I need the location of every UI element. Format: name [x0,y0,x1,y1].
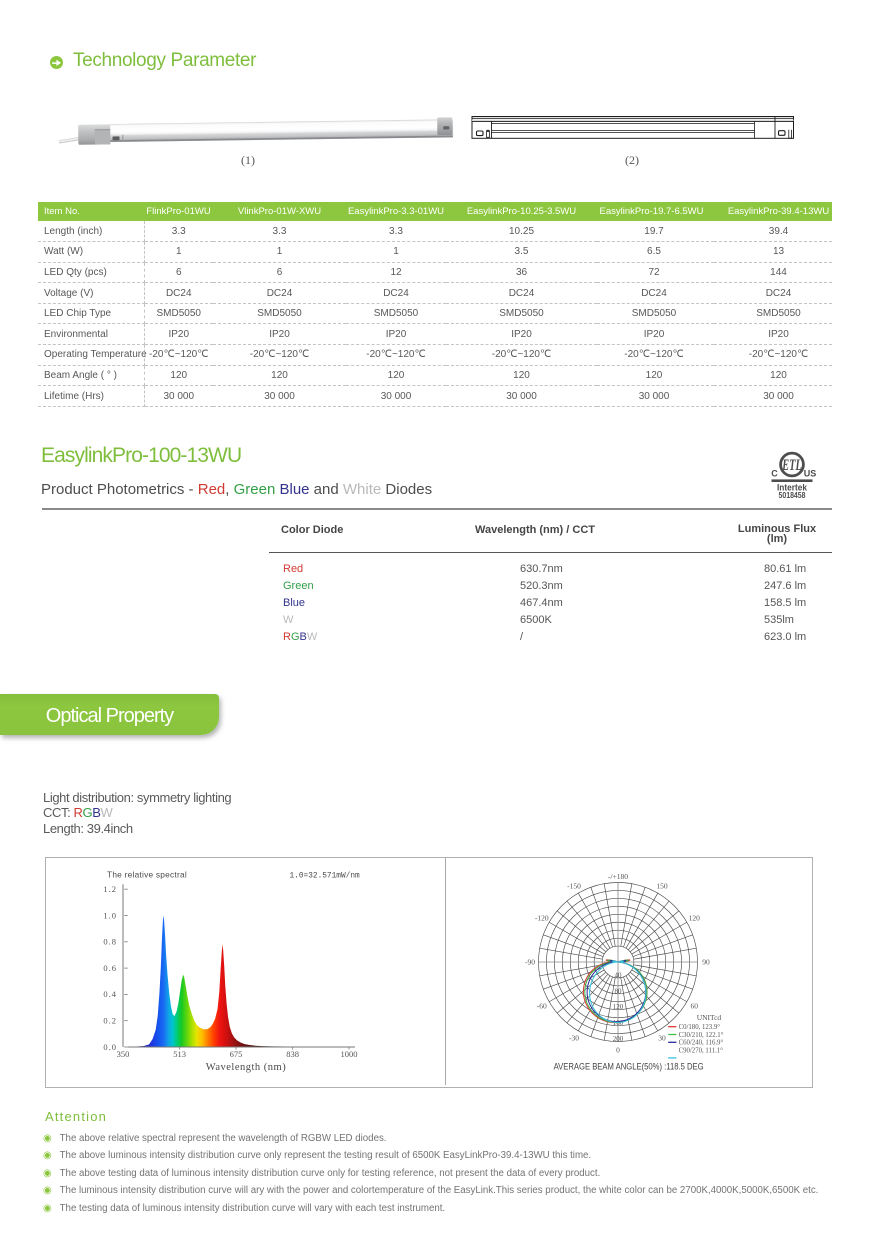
svg-text:AVERAGE BEAM ANGLE(50%) :118.5: AVERAGE BEAM ANGLE(50%) :118.5 DEG [554,1062,704,1072]
svg-text:5018458: 5018458 [779,491,806,499]
svg-text:675: 675 [230,1049,243,1059]
svg-text:Intertek: Intertek [777,483,808,494]
svg-text:US: US [804,469,817,479]
svg-text:C60/240, 116.9°: C60/240, 116.9° [679,1040,724,1047]
svg-text:150: 150 [656,881,668,890]
svg-text:40: 40 [615,971,623,979]
svg-text:-/+180: -/+180 [608,872,628,881]
svg-text:-120: -120 [535,914,549,923]
svg-text:1.0: 1.0 [103,910,117,920]
svg-text:0.2: 0.2 [103,1016,117,1026]
svg-text:120: 120 [689,914,701,923]
svg-text:UNITcd: UNITcd [697,1013,722,1022]
svg-text:C30/210, 122.1°: C30/210, 122.1° [679,1032,724,1039]
svg-text:1.0=32.571mW/nm: 1.0=32.571mW/nm [290,873,361,881]
svg-text:350: 350 [117,1049,130,1059]
svg-text:The relative spectral: The relative spectral [107,870,187,880]
svg-text:90: 90 [702,958,710,967]
svg-text:200: 200 [613,1035,624,1043]
svg-text:1000: 1000 [341,1049,358,1059]
svg-text:0.0: 0.0 [103,1042,117,1052]
svg-text:C: C [771,469,778,479]
svg-text:-30: -30 [569,1034,579,1043]
svg-text:1.2: 1.2 [103,884,117,894]
svg-text:C90/270, 111.1°: C90/270, 111.1° [679,1047,724,1054]
svg-text:ETL: ETL [782,457,802,474]
svg-text:-90: -90 [525,958,535,967]
svg-text:Wavelength (nm): Wavelength (nm) [206,1062,286,1073]
svg-text:838: 838 [286,1049,299,1059]
svg-text:30: 30 [658,1034,666,1043]
svg-text:120: 120 [613,1003,624,1011]
svg-text:160: 160 [613,1019,624,1027]
svg-text:0.8: 0.8 [103,937,117,947]
svg-text:-60: -60 [537,1002,547,1011]
svg-text:0.4: 0.4 [103,989,117,999]
svg-text:80: 80 [615,987,623,995]
svg-text:60: 60 [690,1002,698,1011]
svg-text:-150: -150 [567,881,581,890]
svg-text:0.6: 0.6 [103,963,117,973]
svg-text:C0/180, 123.9°: C0/180, 123.9° [679,1024,721,1031]
svg-text:513: 513 [173,1049,186,1059]
svg-text:0: 0 [616,1046,620,1055]
